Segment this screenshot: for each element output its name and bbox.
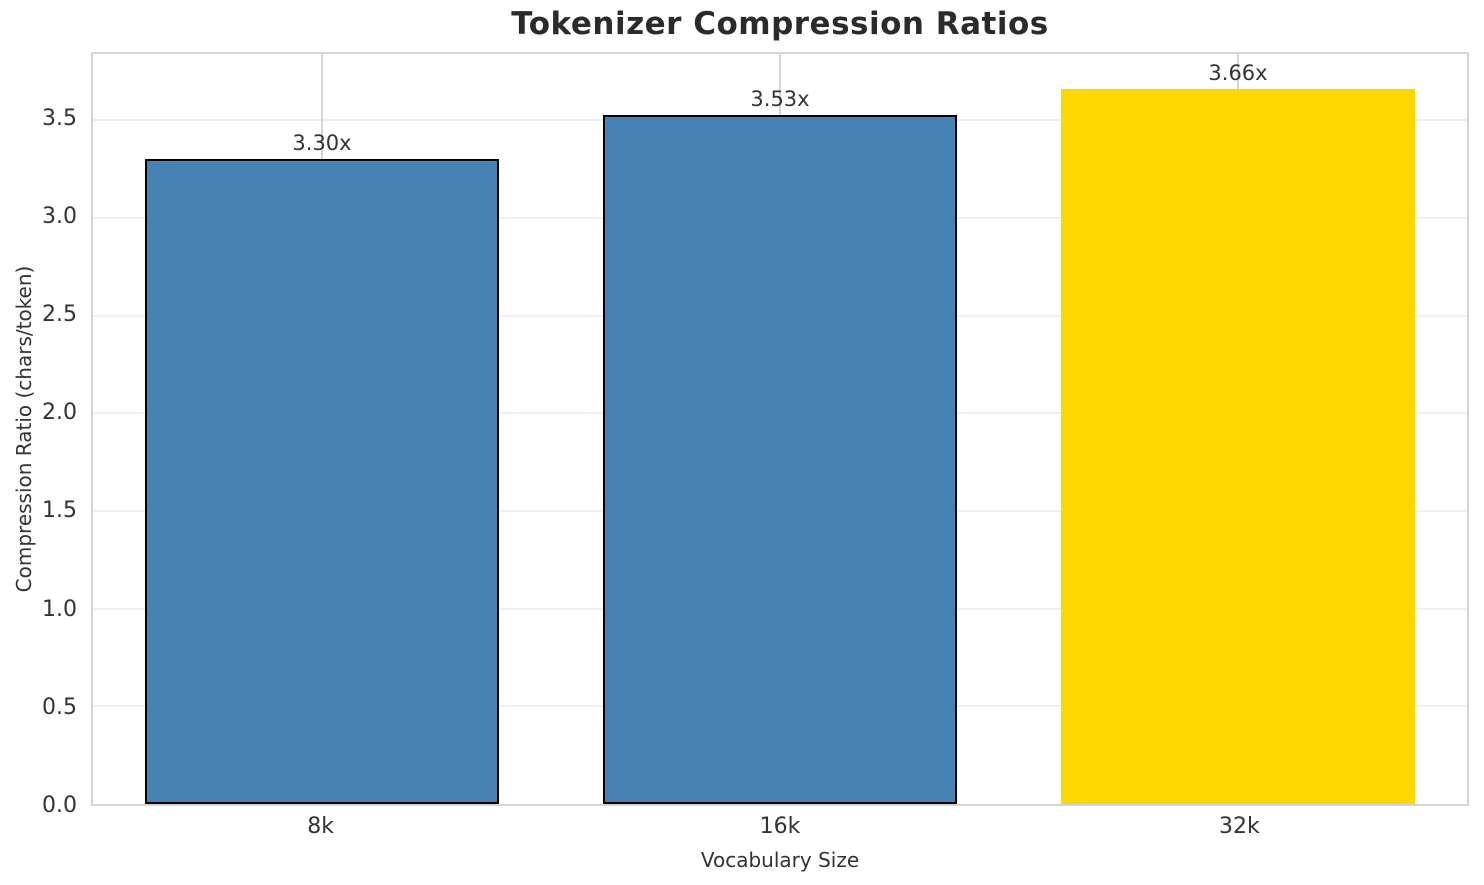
y-tick-label-1.5: 1.5 (42, 498, 77, 524)
x-tick-label-32k: 32k (1218, 814, 1260, 839)
x-tick-label-8k: 8k (307, 814, 335, 839)
x-tick-labels: 8k 16k 32k (91, 814, 1469, 839)
y-tick-label-1.0: 1.0 (42, 596, 77, 622)
bar-16k (602, 114, 958, 804)
bar-value-label-16k: 3.53x (750, 86, 810, 111)
bar-slot-16k: 3.53x (551, 54, 1009, 804)
bar-value-label-32k: 3.66x (1208, 61, 1268, 86)
x-axis-label: Vocabulary Size (700, 848, 860, 872)
y-tick-label-3.0: 3.0 (42, 203, 77, 229)
bar-slot-32k: 3.66x (1009, 54, 1467, 804)
x-tick-label-16k: 16k (759, 814, 801, 839)
y-tick-label-0.0: 0.0 (42, 793, 77, 818)
chart-title: Tokenizer Compression Ratios (511, 6, 1049, 42)
y-tick-label-0.5: 0.5 (42, 694, 77, 720)
bars-row: 3.30x 3.53x 3.66x (93, 54, 1467, 804)
plot-area: 3.30x 3.53x 3.66x (91, 52, 1469, 806)
y-tick-label-3.5: 3.5 (42, 105, 77, 131)
bar-8k (144, 159, 500, 804)
bar-32k (1060, 89, 1416, 804)
y-tick-label-2.5: 2.5 (42, 302, 77, 328)
bar-value-label-8k: 3.30x (292, 131, 352, 156)
y-tick-label-2.0: 2.0 (42, 400, 77, 426)
y-tick-labels: 0.0 0.5 1.0 1.5 2.0 2.5 3.0 3.5 (0, 52, 77, 816)
bar-slot-8k: 3.30x (93, 54, 551, 804)
